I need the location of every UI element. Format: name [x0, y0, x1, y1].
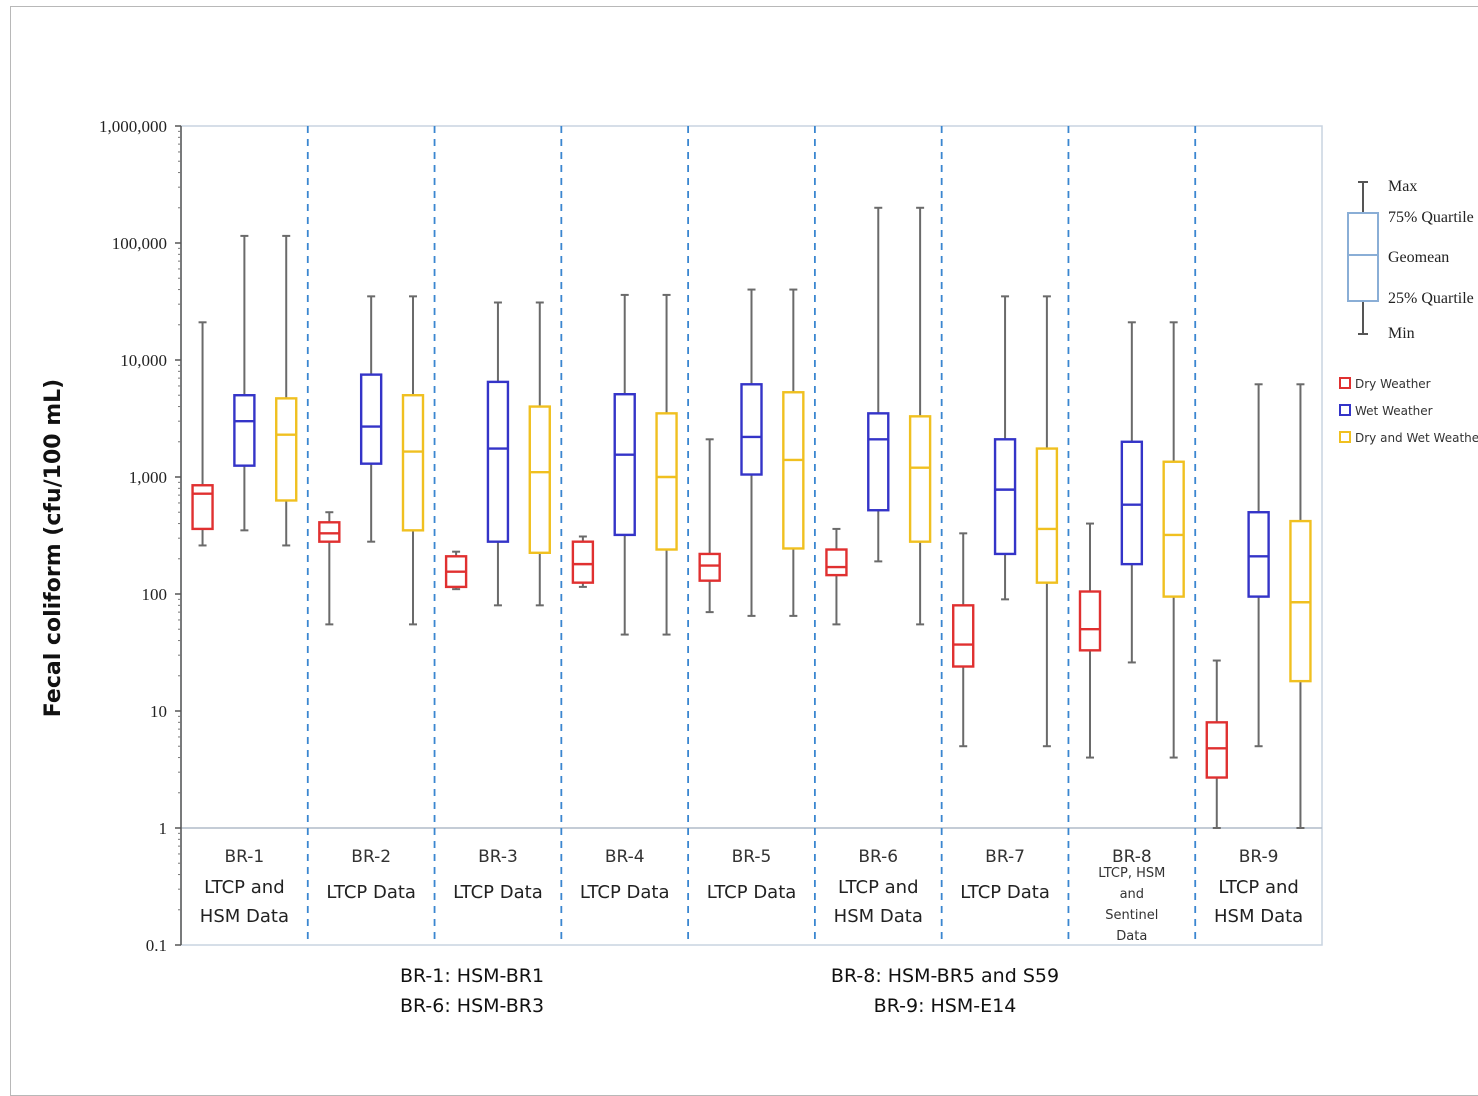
box-dry-weather — [191, 484, 214, 531]
box-dry-and-wet-weather — [1162, 460, 1185, 598]
key-label: 25% Quartile — [1388, 290, 1474, 307]
group-desc-label: LTCP Data — [326, 882, 416, 903]
group-desc-label: Sentinel — [1105, 908, 1158, 923]
box-dry-and-wet-weather — [908, 415, 932, 543]
group-desc-label: LTCP Data — [453, 882, 543, 903]
group-desc-label: Data — [1116, 929, 1147, 944]
group-desc-label: LTCP, HSM — [1098, 866, 1165, 881]
group-site-label: BR-8 — [1112, 847, 1152, 867]
group-site-label: BR-6 — [858, 847, 898, 867]
y-tick-label: 1 — [159, 819, 168, 838]
y-tick-label: 1,000 — [129, 468, 167, 487]
footnote: BR-1: HSM-BR1 — [400, 965, 544, 987]
box-wet-weather — [486, 380, 510, 543]
group-desc-label: and — [1120, 887, 1144, 902]
box-wet-weather — [359, 373, 383, 465]
box-wet-weather — [740, 383, 763, 476]
box-dry-weather — [571, 540, 595, 584]
group-site-label: BR-9 — [1239, 847, 1279, 867]
key-label: Min — [1388, 325, 1415, 342]
legend-swatch — [1339, 377, 1351, 389]
box-dry-and-wet-weather — [1035, 447, 1059, 584]
y-axis-label: Fecal coliform (cfu/100 mL) — [41, 379, 66, 717]
group-desc-label: LTCP Data — [580, 882, 670, 903]
group-site-label: BR-3 — [478, 847, 518, 867]
y-tick-label: 10 — [150, 702, 167, 721]
group-site-label: BR-7 — [985, 847, 1025, 867]
group-site-label: BR-5 — [732, 847, 772, 867]
group-desc-label: HSM Data — [1214, 906, 1303, 927]
legend-label: Dry Weather — [1355, 377, 1431, 391]
box-wet-weather — [233, 394, 256, 467]
box-dry-weather — [318, 521, 341, 543]
group-desc-label: LTCP and — [1218, 877, 1299, 898]
key-label: Max — [1388, 178, 1417, 195]
y-tick-label: 10,000 — [120, 351, 167, 370]
box-dry-and-wet-weather — [782, 391, 805, 550]
legend-swatch — [1339, 431, 1351, 443]
y-tick-label: 100 — [142, 585, 168, 604]
box-dry-and-wet-weather — [275, 397, 298, 502]
group-desc-label: LTCP Data — [960, 882, 1050, 903]
box-dry-weather — [952, 604, 975, 668]
box-wet-weather — [993, 438, 1017, 556]
box-dry-and-wet-weather — [401, 394, 425, 532]
group-desc-label: HSM Data — [200, 906, 289, 927]
group-desc-label: LTCP and — [204, 877, 285, 898]
footnote: BR-6: HSM-BR3 — [400, 995, 544, 1017]
legend-label: Dry and Wet Weather — [1355, 431, 1478, 445]
box-wet-weather — [1120, 440, 1144, 566]
y-tick-label: 0.1 — [146, 936, 167, 955]
y-tick-label: 1,000,000 — [99, 117, 167, 136]
box-dry-weather — [1078, 590, 1102, 652]
group-site-label: BR-1 — [225, 847, 265, 867]
group-site-label: BR-4 — [605, 847, 645, 867]
group-desc-label: HSM Data — [834, 906, 923, 927]
box-dry-weather — [1205, 721, 1228, 779]
y-tick-label: 100,000 — [112, 234, 167, 253]
box-dry-weather — [825, 548, 848, 577]
footnote: BR-8: HSM-BR5 and S59 — [831, 965, 1059, 987]
box-wet-weather — [613, 393, 636, 537]
key-label: 75% Quartile — [1388, 209, 1474, 226]
box-wet-weather — [1247, 511, 1270, 598]
legend-label: Wet Weather — [1355, 404, 1433, 418]
box-dry-and-wet-weather — [655, 412, 678, 551]
box-dry-weather — [698, 552, 721, 582]
legend-swatch — [1339, 404, 1351, 416]
key-label: Geomean — [1388, 249, 1449, 266]
group-desc-label: LTCP and — [838, 877, 919, 898]
group-desc-label: LTCP Data — [707, 882, 797, 903]
box-dry-and-wet-weather — [528, 405, 551, 554]
box-wet-weather — [867, 412, 890, 512]
group-site-label: BR-2 — [351, 847, 391, 867]
footnote: BR-9: HSM-E14 — [874, 995, 1017, 1017]
key-box — [1347, 212, 1379, 302]
